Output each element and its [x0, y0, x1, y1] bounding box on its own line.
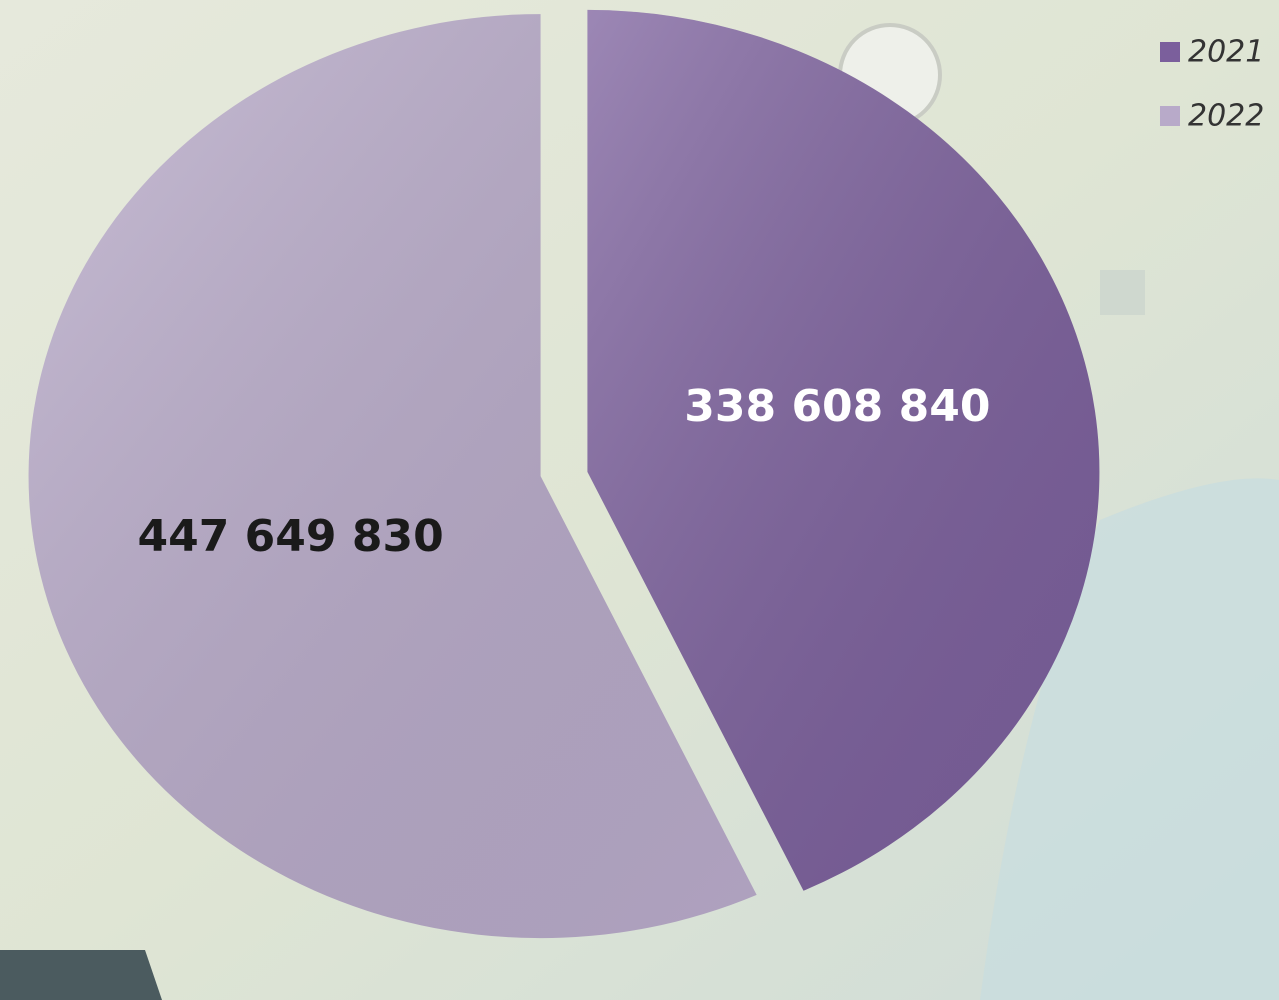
legend-label: 2022 — [1188, 99, 1264, 134]
pie: 338 608 840 447 649 830 — [28, 9, 1100, 939]
legend: 2021 2022 — [1160, 35, 1264, 134]
data-label: 338 608 840 — [684, 381, 990, 432]
background-shape — [980, 478, 1279, 1000]
slice-shade — [587, 9, 1100, 891]
data-label: 447 649 830 — [138, 511, 444, 562]
background-panel — [1100, 270, 1145, 315]
corner-box — [0, 950, 162, 1000]
slice-shade — [28, 14, 757, 939]
legend-swatch — [1160, 106, 1180, 126]
legend-label: 2021 — [1188, 35, 1264, 70]
legend-swatch — [1160, 42, 1180, 62]
